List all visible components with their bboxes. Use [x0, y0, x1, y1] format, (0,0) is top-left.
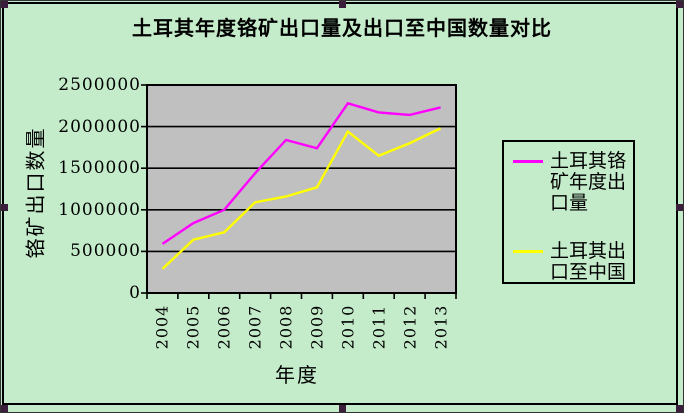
- series-line-1[interactable]: [161, 127, 442, 270]
- y-tick-label: 0: [129, 283, 141, 303]
- legend-item-0[interactable]: 土耳其铬矿年度出口量: [513, 151, 633, 214]
- x-tick-label: 2008: [276, 304, 296, 350]
- selection-handle-n[interactable]: [339, 1, 346, 8]
- x-tick-label: 2012: [400, 304, 420, 350]
- legend-label: 土耳其出口至中国: [550, 240, 627, 283]
- selection-handle-e[interactable]: [676, 204, 683, 211]
- x-tick-label: 2011: [369, 304, 389, 350]
- legend-line-marker: [513, 160, 543, 163]
- chart-title[interactable]: 土耳其年度铬矿出口量及出口至中国数量对比: [132, 16, 552, 40]
- selection-handle-s[interactable]: [339, 405, 346, 412]
- x-tick-label: 2010: [338, 304, 358, 350]
- selection-handle-w[interactable]: [1, 204, 8, 211]
- x-tick-label: 2005: [183, 304, 203, 350]
- y-tick-label: 500000: [70, 241, 141, 262]
- x-tick-label: 2007: [245, 304, 265, 350]
- legend-line-marker: [513, 250, 543, 253]
- selection-handle-nw[interactable]: [1, 1, 8, 8]
- selection-handle-se[interactable]: [676, 405, 683, 412]
- legend-item-1[interactable]: 土耳其出口至中国: [513, 241, 633, 283]
- y-axis-title[interactable]: 铬矿出口数量: [23, 126, 48, 259]
- y-tick-label: 2500000: [58, 75, 141, 95]
- y-tick-label: 1000000: [58, 199, 141, 220]
- x-tick-label: 2013: [431, 304, 451, 350]
- x-tick-label: 2004: [152, 304, 172, 350]
- selection-handle-ne[interactable]: [676, 1, 683, 8]
- plot-background[interactable]: [147, 85, 456, 293]
- y-tick-label: 1500000: [58, 158, 141, 179]
- plot-area[interactable]: [139, 78, 471, 308]
- series-line-0[interactable]: [161, 101, 441, 245]
- plot-border: [146, 84, 457, 294]
- legend[interactable]: 土耳其铬矿年度出口量土耳其出口至中国: [502, 140, 635, 284]
- x-axis-title[interactable]: 年度: [275, 363, 319, 387]
- x-tick-label: 2006: [214, 304, 234, 350]
- legend-label: 土耳其铬矿年度出口量: [550, 150, 627, 214]
- x-tick-label: 2009: [307, 304, 327, 350]
- selection-handle-sw[interactable]: [1, 405, 8, 412]
- y-tick-label: 2000000: [58, 116, 141, 137]
